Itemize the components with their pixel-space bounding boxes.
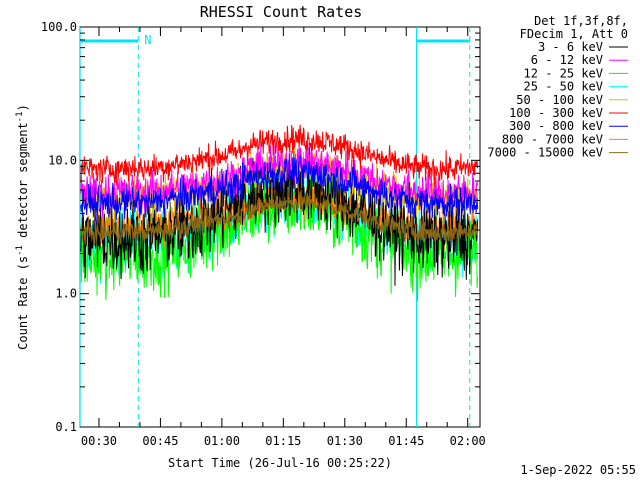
x-tick-label: 00:30 (81, 434, 117, 448)
legend-label-25-50-kev: 25 - 50 keV (524, 80, 603, 94)
generation-timestamp: 1-Sep-2022 05:55 (520, 463, 636, 477)
x-tick-label: 01:30 (327, 434, 363, 448)
legend-label-300-800-kev: 300 - 800 keV (509, 119, 603, 133)
series-line-7000-15000-kev (80, 189, 479, 246)
x-tick-label: 02:00 (450, 434, 486, 448)
x-tick-label: 01:45 (388, 434, 424, 448)
series-layer (80, 124, 479, 302)
night-label: N (144, 33, 151, 47)
x-tick-label: 01:15 (265, 434, 301, 448)
y-tick-label: 1.0 (55, 287, 77, 301)
chart-title: RHESSI Count Rates (200, 3, 363, 21)
x-tick-label: 00:45 (142, 434, 178, 448)
series-line-100-300-kev (80, 124, 479, 186)
legend-label-6-12-kev: 6 - 12 keV (531, 53, 603, 67)
series-line-3-6-kev (80, 146, 479, 286)
legend-label-12-25-kev: 12 - 25 keV (524, 66, 603, 80)
y-tick-label: 100.0 (41, 20, 77, 34)
x-axis: 00:30 00:45 01:00 01:15 01:30 01:45 02:00 (81, 27, 486, 448)
y-tick-label: 0.1 (55, 420, 77, 434)
legend-header-line-2: FDecim 1, Att 0 (520, 27, 628, 41)
y-axis-label: Count Rate (s-1 detector segment-1) (15, 104, 30, 350)
series-line-300-800-kev (80, 152, 479, 225)
legend-header-line-1: Det 1f,3f,8f, (534, 14, 628, 28)
legend-label-800-7000-kev: 800 - 7000 keV (502, 132, 603, 146)
y-tick-label: 10.0 (48, 153, 77, 167)
legend-label-100-300-kev: 100 - 300 keV (509, 106, 603, 120)
legend-label-3-6-kev: 3 - 6 keV (538, 40, 603, 54)
legend-label-7000-15000-kev: 7000 - 15000 keV (487, 146, 603, 160)
x-tick-label: 01:00 (204, 434, 240, 448)
x-axis-label: Start Time (26-Jul-16 00:25:22) (168, 456, 392, 470)
legend: Det 1f,3f,8f, FDecim 1, Att 0 3 - 6 keV6… (487, 14, 628, 160)
y-axis: 0.1 1.0 10.0 100.0 (41, 20, 480, 434)
legend-label-50-100-kev: 50 - 100 keV (516, 93, 603, 107)
